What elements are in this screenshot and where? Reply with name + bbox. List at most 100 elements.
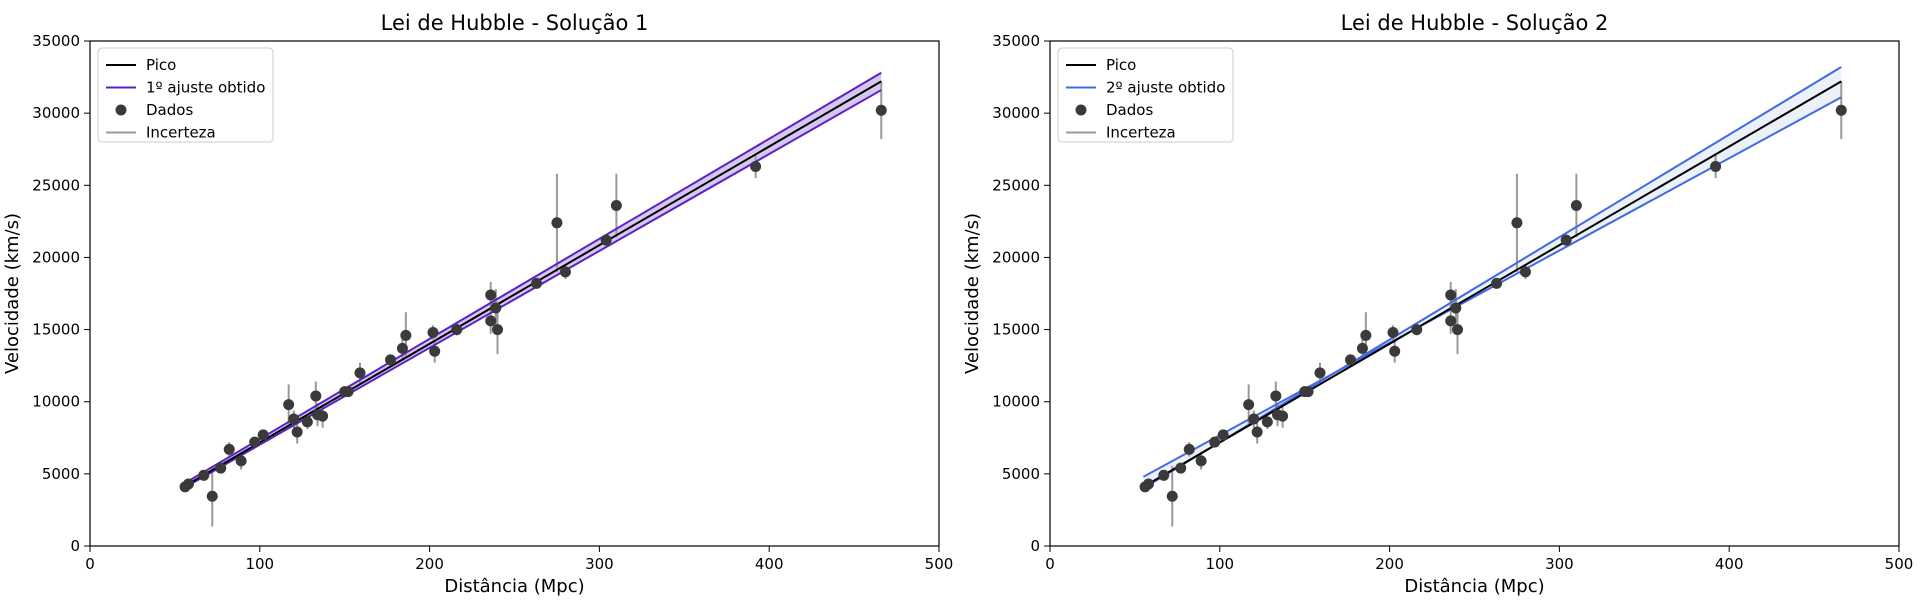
data-point-22 — [1360, 329, 1372, 341]
legend-box — [1057, 47, 1234, 143]
data-point-33 — [1560, 234, 1572, 246]
data-point-24 — [429, 345, 441, 357]
legend-label-4: Incerteza — [1106, 124, 1176, 142]
y-tick-label-0: 0 — [70, 537, 80, 555]
data-point-21 — [1356, 342, 1368, 354]
data-point-30 — [1491, 277, 1503, 289]
data-point-14 — [1270, 390, 1282, 402]
data-point-9 — [1217, 429, 1229, 441]
axes-frame — [1049, 40, 1900, 547]
x-tick-label-5: 500 — [1885, 555, 1914, 573]
legend: Pico 2º ajuste obtido Dados Incerteza — [1057, 47, 1234, 143]
data-point-34 — [1570, 199, 1582, 211]
data-point-16 — [1277, 410, 1289, 422]
legend-swatch-3 — [115, 104, 127, 116]
y-tick-label-1: 5000 — [1002, 465, 1040, 483]
data-point-9 — [257, 429, 269, 441]
x-axis-label: Distância (Mpc) — [444, 576, 584, 597]
y-tick-label-5: 25000 — [992, 176, 1040, 194]
x-tick-label-0: 0 — [85, 555, 95, 573]
data-point-26 — [1445, 315, 1457, 327]
chart-panel-2: 0 100 200 300 400 500050001000015000200002500… — [962, 11, 1913, 597]
legend: Pico 1º ajuste obtido Dados Incerteza — [97, 47, 274, 143]
data-point-33 — [600, 234, 612, 246]
x-tick-label-2: 200 — [415, 555, 444, 573]
data-point-12 — [291, 426, 303, 438]
y-tick-label-3: 15000 — [992, 321, 1040, 339]
data-point-5 — [215, 462, 227, 474]
data-point-2 — [182, 478, 194, 490]
y-tick-label-7: 35000 — [32, 32, 80, 50]
data-point-29 — [492, 324, 504, 336]
data-point-23 — [1387, 326, 1399, 338]
y-tick-label-2: 10000 — [992, 393, 1040, 411]
data-point-3 — [1158, 469, 1170, 481]
y-tick-label-2: 10000 — [32, 393, 80, 411]
data-point-30 — [531, 277, 543, 289]
data-point-13 — [301, 416, 313, 428]
data-point-3 — [198, 469, 210, 481]
data-point-7 — [235, 455, 247, 467]
data-point-10 — [1243, 399, 1255, 411]
data-point-25 — [1411, 324, 1423, 336]
x-tick-label-3: 300 — [1545, 555, 1574, 573]
y-tick-label-4: 20000 — [32, 248, 80, 266]
data-point-5 — [1175, 462, 1187, 474]
fit-line-lower — [182, 89, 882, 490]
data-point-36 — [1835, 104, 1847, 116]
y-axis-label: Velocidade (km/s) — [2, 213, 23, 374]
data-point-6 — [1183, 443, 1195, 455]
x-tick-label-0: 0 — [1045, 555, 1055, 573]
data-point-32 — [559, 266, 571, 278]
data-point-6 — [223, 443, 235, 455]
data-point-28 — [1450, 302, 1462, 314]
data-point-2 — [1142, 478, 1154, 490]
data-point-35 — [1710, 161, 1722, 173]
data-point-8 — [1209, 436, 1221, 448]
x-tick-label-1: 100 — [1205, 555, 1234, 573]
data-point-19 — [354, 367, 366, 379]
legend-label-3: Dados — [1106, 101, 1153, 119]
data-point-27 — [1445, 289, 1457, 301]
data-point-10 — [283, 399, 295, 411]
data-point-23 — [427, 326, 439, 338]
data-point-28 — [490, 302, 502, 314]
y-tick-label-6: 30000 — [992, 104, 1040, 122]
data-point-34 — [610, 199, 622, 211]
data-point-22 — [400, 329, 412, 341]
fit-line-upper — [182, 71, 882, 485]
axes-frame — [89, 40, 940, 547]
data-point-20 — [1345, 354, 1357, 366]
legend-label-1: Pico — [146, 56, 176, 74]
data-point-13 — [1261, 416, 1273, 428]
legend-swatch-3 — [1075, 104, 1087, 116]
data-point-35 — [750, 161, 762, 173]
legend-label-2: 2º ajuste obtido — [1106, 79, 1225, 97]
x-tick-label-5: 500 — [925, 555, 954, 573]
legend-label-3: Dados — [146, 101, 193, 119]
y-tick-label-7: 35000 — [992, 32, 1040, 50]
data-point-20 — [385, 354, 397, 366]
data-point-18 — [342, 386, 354, 398]
fit-line-lower — [1142, 96, 1842, 478]
legend-label-4: Incerteza — [146, 124, 216, 142]
x-tick-label-1: 100 — [245, 555, 274, 573]
x-tick-label-2: 200 — [1375, 555, 1404, 573]
data-point-24 — [1389, 345, 1401, 357]
y-axis-label: Velocidade (km/s) — [962, 213, 983, 374]
chart-panel-1: 0 100 200 300 400 500050001000015000200002500… — [2, 11, 953, 597]
data-point-19 — [1314, 367, 1326, 379]
x-tick-label-3: 300 — [585, 555, 614, 573]
x-axis-label: Distância (Mpc) — [1404, 576, 1544, 597]
x-tick-label-4: 400 — [1715, 555, 1744, 573]
data-point-4 — [206, 490, 218, 502]
y-tick-label-0: 0 — [1030, 537, 1040, 555]
fit-line-upper — [1142, 66, 1842, 490]
data-point-26 — [485, 315, 497, 327]
chart-title: Lei de Hubble - Solução 1 — [381, 11, 649, 35]
y-tick-label-4: 20000 — [992, 248, 1040, 266]
data-point-18 — [1302, 386, 1314, 398]
legend-label-2: 1º ajuste obtido — [146, 79, 265, 97]
